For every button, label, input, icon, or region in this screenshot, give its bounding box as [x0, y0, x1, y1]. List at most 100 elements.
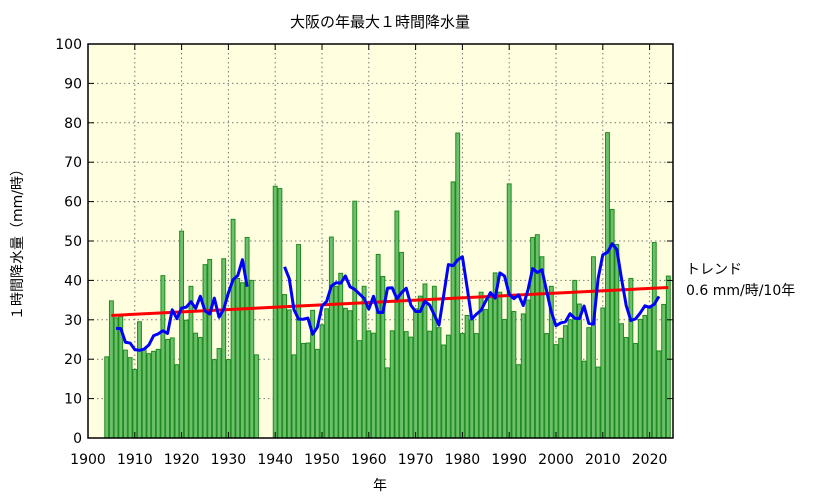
bar — [357, 340, 362, 439]
bar — [605, 132, 610, 439]
bar — [338, 272, 344, 439]
bar — [333, 285, 339, 439]
bar — [591, 256, 596, 439]
bar — [113, 317, 119, 439]
y-tick-label: 80 — [64, 116, 82, 132]
bar — [179, 230, 185, 439]
bar — [469, 319, 475, 439]
bar — [225, 359, 231, 439]
ticks: 0 10 20 30 40 50 60 70 80 90 100 1900 1910 1920 1930 19… — [55, 37, 673, 468]
bar — [207, 259, 213, 439]
bar — [104, 356, 110, 439]
bar — [520, 313, 526, 439]
bar — [127, 357, 133, 439]
bar — [403, 331, 409, 439]
bar — [352, 200, 358, 439]
bar — [174, 364, 180, 439]
bar — [202, 264, 208, 439]
bar — [637, 318, 643, 439]
bar — [314, 348, 320, 439]
bar — [394, 210, 400, 439]
bars — [104, 132, 671, 439]
bar — [235, 277, 241, 439]
bar — [160, 275, 166, 439]
bar — [651, 242, 657, 439]
x-tick-label: 1980 — [445, 452, 481, 468]
x-tick-label: 1940 — [257, 452, 293, 468]
bar — [244, 236, 250, 439]
bar — [361, 285, 367, 439]
bar — [483, 309, 489, 439]
x-tick-label: 2010 — [585, 452, 621, 468]
bar — [633, 342, 638, 439]
y-tick-label: 60 — [64, 195, 82, 211]
bar — [108, 300, 114, 439]
bar — [188, 285, 194, 439]
bar — [347, 310, 353, 439]
x-tick-label: 1960 — [351, 452, 387, 468]
bar — [450, 181, 456, 439]
x-tick-label: 2020 — [632, 452, 668, 468]
bar — [324, 308, 330, 439]
bar — [562, 325, 568, 439]
bar — [502, 318, 507, 439]
y-axis-label: １時間降水量（mm/時） — [10, 162, 26, 320]
moving-average-segment — [283, 242, 661, 336]
bar — [539, 256, 545, 439]
bar — [567, 319, 573, 439]
bar — [399, 251, 404, 439]
bar — [511, 311, 517, 439]
bar — [474, 333, 479, 439]
bar — [478, 291, 484, 439]
y-tick-label: 20 — [64, 352, 82, 368]
bar — [141, 348, 147, 439]
bar — [385, 367, 390, 439]
bar — [417, 295, 423, 439]
x-tick-label: 1990 — [491, 452, 527, 468]
bar — [647, 307, 653, 439]
bar — [459, 333, 465, 439]
y-tick-label: 40 — [64, 273, 82, 289]
x-tick-label: 1930 — [211, 452, 247, 468]
bar — [614, 244, 620, 439]
x-tick-label: 2000 — [538, 452, 574, 468]
bar — [211, 359, 217, 439]
y-tick-label: 90 — [64, 76, 82, 92]
bar — [623, 337, 629, 439]
bar — [576, 303, 582, 439]
trend-rate-label: 0.6 mm/時/10年 — [686, 283, 795, 299]
y-tick-label: 70 — [64, 155, 82, 171]
x-axis-label: 年 — [373, 478, 387, 494]
bar — [656, 350, 662, 439]
bar — [464, 314, 470, 439]
bar — [328, 236, 334, 439]
bar — [619, 323, 624, 439]
bar — [534, 234, 540, 439]
bar — [586, 327, 592, 439]
bar — [132, 368, 138, 439]
bar — [408, 336, 414, 439]
bar — [193, 332, 199, 439]
chart-title: 大阪の年最大１時間降水量 — [290, 13, 470, 31]
bar — [300, 342, 306, 439]
bar — [123, 349, 128, 439]
bar — [525, 299, 531, 439]
bar — [595, 366, 601, 439]
bar — [516, 364, 521, 439]
bar — [216, 348, 222, 439]
bar — [319, 324, 325, 439]
bar — [413, 308, 419, 439]
bar — [305, 342, 311, 439]
bar — [436, 327, 442, 439]
moving-average-line — [116, 242, 661, 352]
bar — [581, 360, 587, 439]
bar — [240, 282, 245, 439]
bar — [197, 337, 203, 439]
bar — [165, 339, 170, 439]
y-tick-label: 100 — [55, 37, 82, 53]
bar — [600, 307, 606, 439]
bar — [665, 275, 671, 439]
y-tick-label: 10 — [64, 392, 82, 408]
bar — [497, 291, 503, 439]
